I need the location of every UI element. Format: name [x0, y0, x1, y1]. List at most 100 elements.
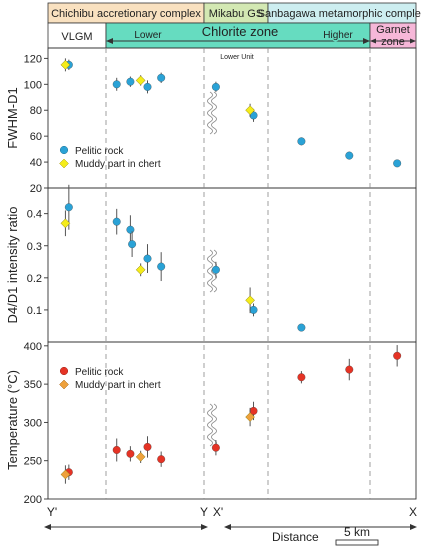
zone-row: VLGM Chlorite zone Lower Higher Garnet z…: [47, 22, 417, 49]
label-y-prime: Y': [47, 505, 57, 519]
lower-unit-label: Lower Unit: [220, 54, 254, 61]
legend-1-pelitic-label: Pelitic rock: [75, 146, 124, 157]
y-tick-label: 60: [30, 131, 42, 143]
legend-3-muddy-marker: [59, 379, 69, 390]
panels: Lower Unit: [47, 47, 417, 500]
garnet-zone-label-1: Garnet: [376, 24, 410, 36]
data-point-circle: [143, 442, 152, 451]
label-x: X: [409, 505, 417, 519]
panel-3-frame: [47, 341, 417, 500]
data-point-circle: [126, 449, 135, 458]
data-point-circle: [143, 82, 152, 91]
distance-label: Distance: [272, 530, 319, 544]
y-tick-label: 120: [24, 53, 42, 65]
data-point-diamond: [245, 295, 255, 306]
y-tick-label: 40: [30, 157, 42, 169]
data-point-circle: [211, 443, 220, 452]
data-point-circle: [112, 80, 121, 89]
y-tick-label: 200: [24, 494, 42, 506]
data-point-circle: [211, 82, 220, 91]
y-tick-label: 350: [24, 379, 42, 391]
label-x-prime: X': [213, 505, 223, 519]
y-tick-label: 0.3: [27, 241, 42, 253]
legend-1-muddy-label: Muddy part in chert: [75, 159, 161, 170]
data-point-diamond: [135, 75, 146, 86]
y-tick-label: 80: [30, 105, 42, 117]
label-y: Y: [200, 505, 208, 519]
y-tick-label: 0.4: [27, 209, 42, 221]
chlorite-zone-label: Chlorite zone: [202, 24, 279, 39]
yprime-y-arrow-left: [44, 524, 51, 530]
data-point-diamond: [135, 452, 146, 462]
sanbagawa-label: Sanbagawa metamorphic complex: [258, 8, 421, 20]
legend-1-muddy-marker: [59, 158, 69, 169]
data-point-circle: [126, 77, 135, 86]
axis-break-markers: [207, 91, 217, 447]
scale-bar-label: 5 km: [344, 525, 370, 539]
garnet-arrow-right-head: [410, 38, 416, 44]
y-tick-label: 400: [24, 341, 42, 353]
data-point-diamond: [245, 412, 255, 422]
data-point-circle: [157, 262, 166, 271]
data-points: [60, 58, 402, 484]
legend-1-pelitic-marker: [59, 145, 69, 155]
legend-panel-3: Pelitic rock Muddy part in chert: [59, 366, 161, 391]
axis-break-1b: [211, 91, 217, 135]
vlgm-label: VLGM: [61, 31, 92, 43]
data-point-circle: [126, 225, 135, 234]
garnet-arrow-left-head: [370, 38, 376, 44]
data-point-circle: [249, 305, 258, 314]
y-tick-label: 100: [24, 79, 42, 91]
garnet-zone-label-2: zone: [381, 36, 405, 48]
legend-panel-1: Pelitic rock Muddy part in chert: [59, 145, 161, 170]
data-point-circle: [393, 351, 402, 360]
data-point-circle: [297, 323, 306, 332]
axis-break-3b: [211, 403, 217, 447]
legend-3-muddy-label: Muddy part in chert: [75, 380, 161, 391]
data-point-circle: [297, 373, 306, 382]
yprime-y-arrow-right: [201, 524, 208, 530]
axis-break-2: [207, 249, 213, 293]
y-ticks: 20 40 60 80 100 120 0.1 0.2 0.3 0.4 200 250 300 350 40…: [24, 53, 48, 506]
data-point-circle: [345, 365, 354, 374]
data-point-diamond: [135, 264, 146, 275]
data-point-diamond: [60, 469, 71, 480]
ylabel-panel-2: D4/D1 intensity ratio: [5, 206, 20, 323]
xprime-x-arrow-right: [410, 524, 417, 530]
data-point-circle: [128, 240, 137, 249]
lower-label: Lower: [134, 30, 162, 41]
data-point-diamond: [60, 218, 71, 229]
chlorite-arrow-right-head: [363, 38, 370, 44]
ylabel-panel-1: FWHM-D1: [5, 87, 20, 148]
data-point-diamond: [245, 105, 255, 116]
y-tick-label: 0.1: [27, 305, 42, 317]
legend-3-pelitic-label: Pelitic rock: [75, 367, 124, 378]
y-tick-label: 20: [30, 183, 42, 195]
data-point-circle: [143, 254, 152, 263]
data-point-circle: [297, 137, 306, 146]
chichibu-label: Chichibu accretionary complex: [51, 8, 201, 20]
data-point-circle: [112, 446, 121, 454]
y-tick-label: 0.2: [27, 273, 42, 285]
data-point-circle: [393, 159, 402, 168]
complex-header: Chichibu accretionary complex Mikabu GS …: [47, 2, 421, 24]
axis-break-3: [207, 403, 213, 447]
panel-2-frame: [47, 187, 417, 343]
data-point-circle: [211, 265, 220, 274]
data-point-circle: [112, 217, 121, 226]
ylabel-panel-3: Temperature (°C): [5, 370, 20, 470]
y-tick-label: 300: [24, 417, 42, 429]
xprime-x-arrow-left: [224, 524, 231, 530]
axis-break-2b: [211, 249, 217, 293]
data-point-circle: [64, 203, 73, 212]
data-point-circle: [157, 73, 166, 82]
scale-bar: [335, 539, 379, 546]
chlorite-arrow-left-head: [106, 38, 113, 44]
distance-axis: Y' Y X' X Distance 5 km: [44, 505, 417, 546]
axis-break-1: [207, 91, 213, 135]
data-point-circle: [345, 151, 354, 160]
legend-3-pelitic-marker: [59, 366, 69, 376]
data-point-circle: [157, 455, 166, 464]
mikabu-label: Mikabu GS: [209, 8, 263, 20]
